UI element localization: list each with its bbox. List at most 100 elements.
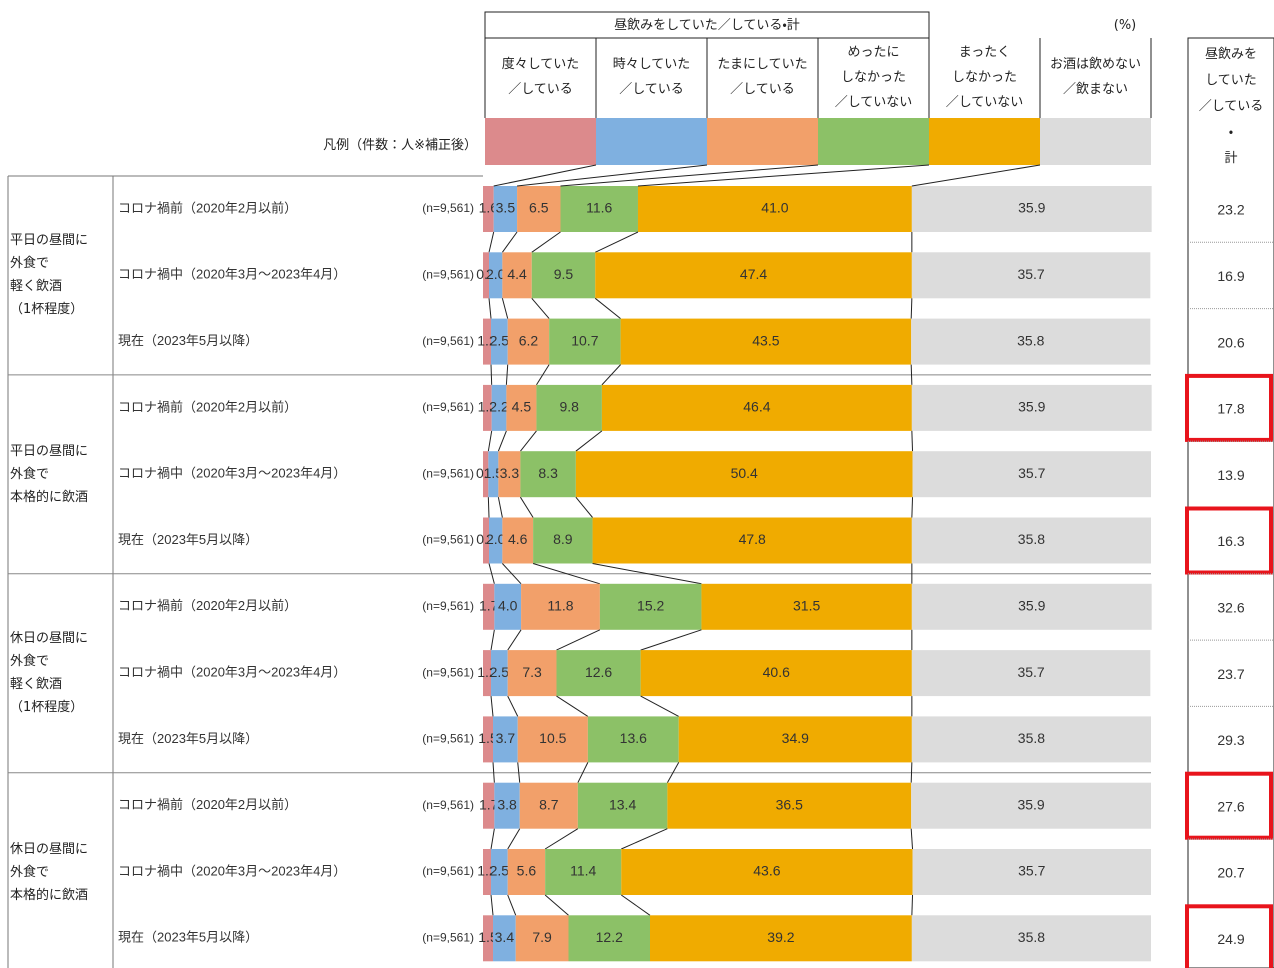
group-label: 平日の昼間に 外食で 本格的に飲酒 [10, 443, 89, 505]
connector-line [556, 629, 601, 651]
connector-line [601, 364, 621, 386]
bar-segment [595, 252, 912, 299]
bar-segment [545, 849, 622, 895]
bar-segment [911, 517, 1151, 564]
value-label: 2.2 [489, 399, 509, 415]
value-label: 13.6 [620, 730, 647, 746]
connector-line [488, 563, 495, 584]
value-label: 35.9 [1018, 598, 1045, 614]
unit-label: (%) [1113, 17, 1137, 33]
value-label: 11.6 [586, 200, 612, 216]
value-label: 46.4 [743, 399, 770, 415]
n-label: (n=9,561) [422, 400, 474, 414]
value-label: 12.6 [585, 664, 612, 680]
connector-line [910, 828, 914, 850]
bar-segment [507, 650, 557, 697]
value-label: 7.3 [522, 664, 542, 680]
connector-line [493, 164, 597, 187]
bar-segment [494, 583, 522, 630]
n-label: (n=9,561) [422, 334, 474, 348]
bar-segment [911, 252, 1151, 299]
connector-line [544, 828, 579, 850]
value-label: 2.5 [490, 332, 510, 348]
n-label: (n=9,561) [422, 201, 474, 215]
connector-line [621, 828, 668, 850]
row-label: コロナ禍前（2020年2月以前） [118, 399, 297, 414]
bar-segment [701, 583, 912, 630]
value-label: 4.4 [507, 266, 527, 282]
connector-line [911, 430, 914, 452]
connector-line [556, 695, 589, 717]
bar-segment [911, 650, 1151, 697]
bar-segment [488, 451, 499, 498]
value-label: 8.9 [553, 531, 573, 547]
connector-line [620, 894, 651, 916]
value-label: 7.9 [532, 929, 552, 945]
bar-segment [531, 252, 596, 299]
value-label: 9.5 [554, 266, 574, 282]
total-value: 27.6 [1217, 798, 1244, 814]
connector-line [592, 563, 702, 585]
value-label: 1.6 [479, 200, 499, 216]
total-highlight [1185, 373, 1273, 442]
value-label: 3.7 [496, 730, 516, 746]
value-label: 2.0 [486, 266, 506, 282]
n-label: (n=9,561) [422, 930, 474, 944]
bar-segment [507, 849, 546, 895]
connector-line [487, 430, 493, 452]
bar-segment [483, 186, 494, 232]
value-label: 3.5 [496, 200, 516, 216]
connector-line [532, 563, 601, 585]
value-label: 35.7 [1017, 266, 1044, 282]
value-label: 35.7 [1018, 465, 1045, 481]
bar-segment [592, 517, 912, 564]
value-label: 35.8 [1018, 929, 1045, 945]
value-label: 5.6 [517, 863, 537, 879]
bar-segment [483, 451, 489, 498]
bar-segment [483, 517, 490, 564]
connector-line [666, 762, 680, 783]
bar-segment [491, 318, 508, 365]
value-label: 31.5 [793, 598, 820, 614]
bar-segment [911, 186, 1152, 232]
legend-label: まったく しなかった ／していない [945, 44, 1024, 110]
row-label: コロナ禍中（2020年3月～2023年4月） [118, 665, 346, 680]
row-label: コロナ禍前（2020年2月以前） [118, 598, 297, 613]
bar-segment [587, 716, 679, 763]
value-label: 6.2 [519, 332, 539, 348]
total-value: 32.6 [1217, 600, 1244, 616]
connector-line [507, 894, 517, 916]
legend-swatch [485, 118, 596, 165]
total-value: 23.7 [1217, 666, 1244, 682]
connector-line [490, 828, 495, 850]
connector-line [487, 497, 490, 518]
connector-line [505, 364, 509, 385]
value-label: 13.4 [609, 796, 636, 812]
bar-segment [560, 186, 638, 232]
group-label: 平日の昼間に 外食で 軽く飲酒 （1杯程度） [10, 233, 89, 318]
connector-line [490, 894, 494, 916]
value-label: 47.8 [739, 531, 766, 547]
row-label: 現在（2023年5月以降） [118, 532, 258, 547]
connector-line [497, 497, 503, 518]
totals-header: 昼飲みを していた ／している ・ 計 [1198, 47, 1264, 166]
bar-segment [577, 782, 668, 829]
connector-line [501, 298, 509, 319]
value-label: 10.5 [539, 730, 566, 746]
value-label: 35.9 [1017, 796, 1044, 812]
connector-line [517, 164, 708, 187]
bar-segment [533, 517, 593, 564]
value-label: 4.6 [508, 531, 528, 547]
value-label: 43.5 [752, 332, 779, 348]
total-value: 29.3 [1217, 732, 1244, 748]
value-label: 50.4 [731, 465, 758, 481]
value-label: 4.0 [498, 598, 518, 614]
bar-segment [521, 583, 600, 630]
connector-line [531, 231, 561, 253]
bar-segment [912, 849, 1151, 895]
connector-line [502, 563, 522, 585]
bar-segment [493, 186, 518, 232]
legend-title: 凡例（件数：人※補正後） [323, 137, 477, 153]
value-label: 35.9 [1018, 200, 1045, 216]
